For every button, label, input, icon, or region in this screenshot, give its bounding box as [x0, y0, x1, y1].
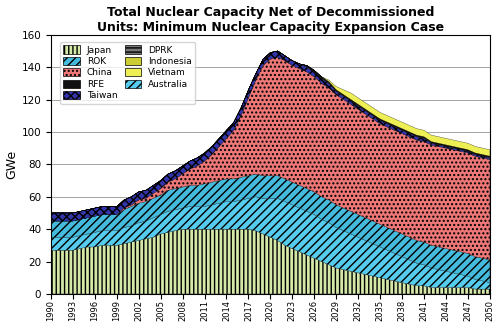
Title: Total Nuclear Capacity Net of Decommissioned
Units: Minimum Nuclear Capacity Exp: Total Nuclear Capacity Net of Decommissi…	[97, 6, 444, 34]
Y-axis label: GWe: GWe	[6, 150, 18, 179]
Legend: Japan, ROK, China, RFE, Taiwan, DPRK, Indonesia, Vietnam, Australia: Japan, ROK, China, RFE, Taiwan, DPRK, In…	[60, 42, 196, 104]
